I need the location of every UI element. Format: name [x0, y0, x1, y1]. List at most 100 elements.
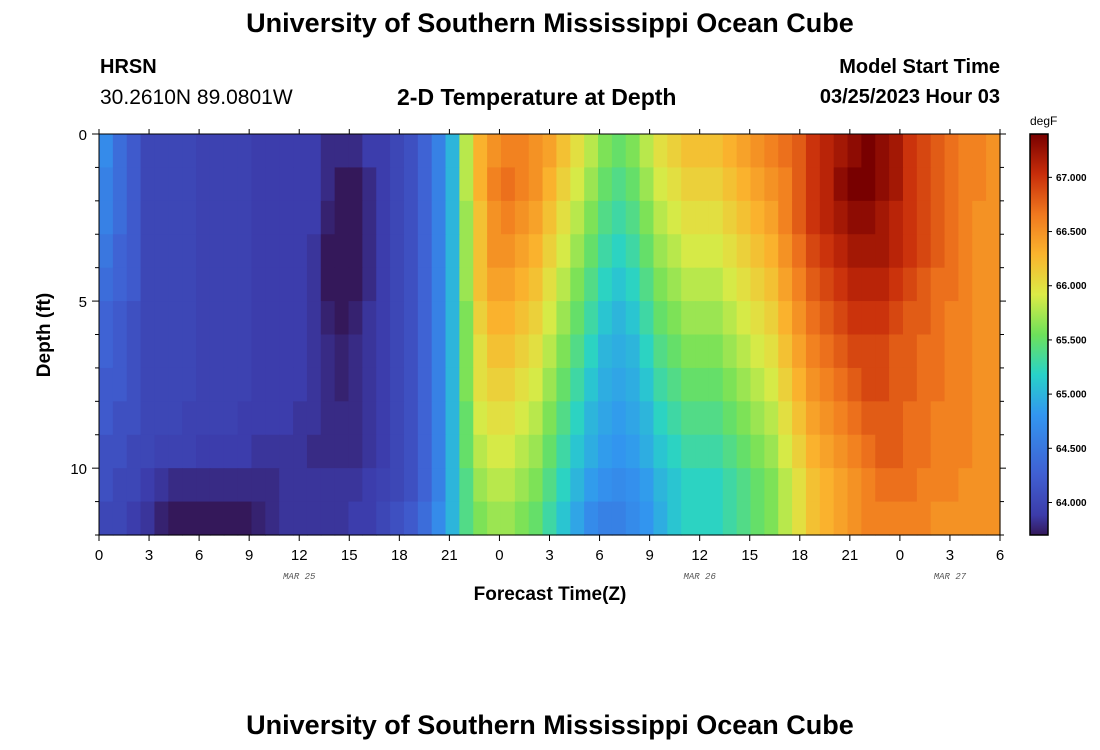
heatmap-cell	[223, 134, 239, 169]
heatmap-cell	[487, 234, 502, 269]
heatmap-cell	[861, 301, 876, 336]
heatmap-cell	[348, 367, 363, 402]
heatmap-cell	[778, 468, 793, 503]
heatmap-cell	[611, 167, 627, 202]
heatmap-cell	[459, 301, 474, 336]
heatmap-cell	[542, 167, 558, 202]
heatmap-cell	[99, 167, 114, 202]
heatmap-cell	[902, 367, 918, 402]
heatmap-cell	[293, 367, 308, 402]
heatmap-cell	[986, 468, 1001, 503]
heatmap-cell	[154, 234, 169, 269]
heatmap-cell	[681, 200, 696, 235]
heatmap-cell	[722, 167, 738, 202]
x-tick-label: 6	[996, 547, 1004, 564]
heatmap-cell	[778, 267, 793, 302]
heatmap-cell	[667, 267, 682, 302]
heatmap-cell	[736, 167, 752, 202]
heatmap-cell	[334, 334, 350, 369]
heatmap-cell	[778, 401, 793, 436]
heatmap-cell	[390, 267, 405, 302]
heatmap-cell	[459, 501, 474, 536]
heatmap-cell	[140, 334, 156, 369]
heatmap-cell	[653, 468, 668, 503]
heatmap-cell	[750, 200, 765, 235]
y-axis-label: Depth (ft)	[34, 292, 55, 378]
heatmap-cell	[847, 501, 862, 536]
heatmap-cell	[251, 468, 266, 503]
heatmap-cell	[473, 334, 488, 369]
heatmap-cell	[293, 134, 308, 169]
heatmap-cell	[833, 301, 849, 336]
heatmap-cell	[847, 367, 862, 402]
heatmap-cell	[251, 267, 266, 302]
heatmap-cell	[695, 434, 710, 469]
heatmap-cell	[958, 367, 973, 402]
heatmap-cell	[653, 401, 668, 436]
heatmap-cell	[209, 334, 225, 369]
heatmap-cell	[584, 468, 599, 503]
heatmap-cell	[390, 134, 405, 169]
heatmap-cell	[99, 468, 114, 503]
heatmap-cell	[182, 200, 197, 235]
heatmap-cell	[445, 501, 460, 536]
heatmap-cell	[417, 434, 433, 469]
heatmap-cell	[750, 134, 765, 169]
heatmap-cell	[792, 434, 807, 469]
heatmap-cell	[667, 334, 682, 369]
station-name: HRSN	[100, 56, 157, 78]
heatmap-cell	[390, 367, 405, 402]
y-tick-label: 5	[79, 294, 87, 311]
heatmap-cell	[722, 401, 738, 436]
heatmap-cell	[99, 234, 114, 269]
heatmap-cell	[126, 501, 142, 536]
heatmap-cell	[902, 200, 918, 235]
heatmap-cell	[556, 234, 571, 269]
heatmap-cell	[944, 367, 960, 402]
heatmap-cell	[764, 501, 779, 536]
heatmap-cell	[112, 167, 128, 202]
heatmap-cell	[140, 234, 156, 269]
heatmap-cell	[306, 468, 322, 503]
heatmap-cell	[500, 267, 516, 302]
heatmap-cell	[570, 301, 585, 336]
heatmap-cell	[237, 134, 253, 169]
heatmap-cell	[625, 134, 641, 169]
heatmap-cell	[625, 200, 641, 235]
heatmap-cell	[833, 234, 849, 269]
heatmap-cell	[958, 267, 973, 302]
heatmap-cell	[805, 501, 821, 536]
heatmap-cell	[819, 200, 835, 235]
heatmap-cell	[972, 134, 987, 169]
heatmap-cell	[681, 367, 696, 402]
heatmap-cell	[750, 267, 765, 302]
heatmap-cell	[667, 367, 682, 402]
heatmap-cell	[722, 134, 738, 169]
heatmap-cell	[764, 401, 779, 436]
heatmap-cell	[445, 234, 460, 269]
heatmap-cell	[875, 167, 890, 202]
heatmap-cell	[528, 167, 544, 202]
heatmap-cell	[722, 501, 738, 536]
heatmap-cell	[417, 167, 433, 202]
heatmap-cell	[473, 134, 488, 169]
heatmap-cell	[889, 301, 904, 336]
heatmap-cell	[916, 301, 932, 336]
heatmap-cell	[320, 167, 336, 202]
heatmap-cell	[847, 401, 862, 436]
heatmap-cell	[487, 468, 502, 503]
heatmap-cell	[445, 434, 460, 469]
heatmap-cell	[639, 468, 655, 503]
heatmap-cell	[376, 301, 391, 336]
heatmap-cell	[279, 167, 294, 202]
heatmap-cell	[639, 134, 655, 169]
heatmap-cell	[126, 301, 142, 336]
heatmap-cell	[584, 334, 599, 369]
heatmap-cell	[958, 200, 973, 235]
heatmap-cell	[722, 267, 738, 302]
heatmap-cell	[722, 301, 738, 336]
heatmap-cell	[792, 301, 807, 336]
heatmap-cell	[598, 334, 613, 369]
heatmap-cell	[764, 134, 779, 169]
heatmap-cell	[556, 401, 571, 436]
